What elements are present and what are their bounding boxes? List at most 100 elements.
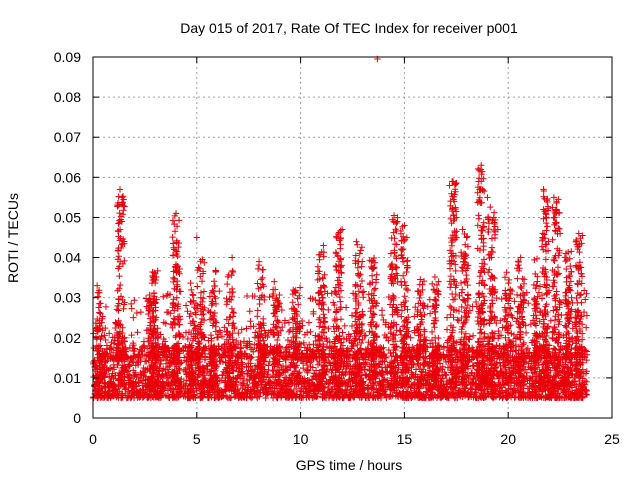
data-point	[97, 394, 104, 401]
data-point	[237, 369, 245, 376]
data-point	[378, 311, 386, 319]
data-point	[223, 295, 230, 302]
data-point	[162, 360, 170, 367]
data-point	[246, 308, 253, 315]
data-point	[96, 300, 103, 307]
data-point	[170, 315, 178, 322]
data-point	[393, 389, 400, 396]
data-point	[281, 374, 289, 381]
data-point	[550, 387, 558, 394]
data-point	[132, 362, 139, 369]
data-point	[408, 394, 415, 401]
data-point	[160, 293, 167, 300]
data-point	[376, 380, 384, 387]
data-point	[287, 376, 295, 384]
data-point	[356, 394, 363, 401]
chart-title: Day 015 of 2017, Rate Of TEC Index for r…	[180, 20, 518, 36]
data-point	[388, 360, 396, 367]
data-point	[110, 366, 118, 373]
data-point	[289, 390, 297, 397]
data-point	[305, 319, 313, 326]
data-point	[189, 291, 196, 298]
data-point	[509, 391, 516, 399]
data-point	[224, 394, 232, 402]
data-point	[571, 394, 578, 402]
data-point	[341, 322, 348, 330]
data-point	[200, 288, 208, 295]
data-point	[514, 387, 521, 394]
data-point	[165, 369, 172, 377]
data-point	[365, 291, 372, 298]
data-point	[345, 381, 353, 389]
data-point	[173, 294, 181, 301]
data-point	[222, 359, 229, 366]
data-point	[206, 316, 214, 323]
data-point	[228, 272, 235, 279]
data-point	[169, 252, 177, 259]
data-point	[182, 380, 190, 387]
data-point	[234, 373, 241, 381]
data-point	[216, 287, 223, 295]
data-point	[127, 300, 135, 308]
data-point	[117, 281, 124, 289]
data-point	[115, 253, 122, 260]
data-point	[134, 388, 141, 395]
data-point	[578, 394, 585, 401]
data-point	[105, 383, 112, 390]
data-point	[372, 375, 379, 382]
data-point	[109, 370, 116, 377]
data-point	[409, 371, 416, 378]
data-point	[212, 267, 219, 274]
data-point	[495, 375, 503, 382]
data-point	[524, 345, 532, 352]
data-point	[162, 366, 170, 373]
data-point	[444, 392, 451, 399]
data-point	[234, 361, 242, 368]
data-point	[380, 375, 388, 383]
data-point	[115, 193, 122, 200]
data-point	[254, 265, 262, 273]
data-point	[387, 392, 394, 399]
data-point	[118, 390, 125, 397]
data-point	[247, 317, 254, 325]
data-point	[298, 357, 305, 365]
data-point	[292, 385, 300, 393]
data-point	[376, 387, 383, 395]
data-point	[424, 303, 431, 310]
data-point	[406, 375, 413, 382]
data-point	[120, 202, 127, 210]
data-point	[383, 394, 390, 402]
data-points	[89, 55, 591, 402]
data-point	[229, 267, 236, 275]
data-point	[284, 336, 292, 344]
data-point	[343, 387, 350, 394]
data-point	[339, 368, 346, 375]
data-point	[505, 364, 513, 371]
data-point	[210, 288, 217, 295]
data-point	[160, 382, 167, 389]
data-point	[422, 368, 429, 376]
data-point	[102, 336, 109, 344]
data-point	[128, 305, 135, 312]
data-point	[469, 378, 476, 386]
data-point	[247, 393, 254, 401]
data-point	[519, 393, 526, 400]
data-point	[169, 233, 176, 241]
data-point	[339, 329, 346, 336]
data-point	[198, 278, 206, 285]
data-point	[134, 329, 141, 336]
data-point	[159, 367, 166, 374]
data-point	[470, 394, 477, 401]
data-point	[235, 394, 242, 401]
data-point	[116, 272, 123, 280]
data-point	[360, 294, 367, 301]
data-point	[164, 375, 171, 382]
data-point	[101, 380, 108, 387]
data-point	[410, 387, 418, 395]
data-point	[296, 292, 303, 299]
data-point	[229, 268, 237, 276]
data-point	[246, 372, 254, 380]
data-point	[522, 329, 530, 337]
data-point	[240, 375, 248, 383]
